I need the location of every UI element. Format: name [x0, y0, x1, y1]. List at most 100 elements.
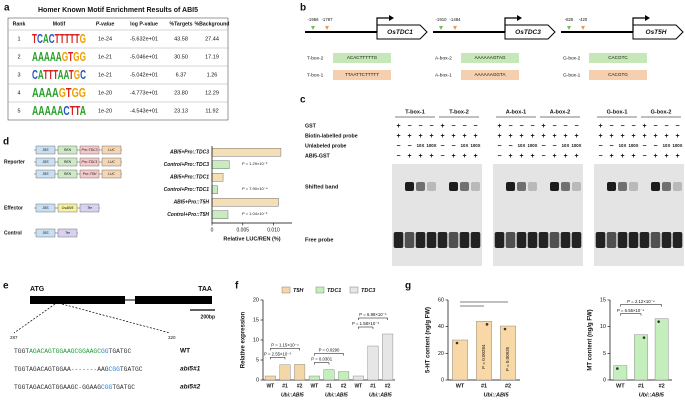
construct-part-label: 35S — [42, 148, 49, 152]
construct-part-label: OsABI5 — [62, 206, 74, 210]
construct-role: Control — [4, 230, 22, 236]
significance-bracket — [620, 304, 662, 307]
lane-sign: + — [552, 153, 556, 160]
bar — [654, 318, 669, 381]
lane-sign: + — [563, 153, 567, 160]
y-tick-label: 0 — [603, 377, 606, 383]
lane-sign: − — [407, 143, 411, 150]
free-probe-band — [549, 232, 560, 248]
construct-part-label: Ter — [65, 231, 71, 235]
free-probe-band — [437, 232, 448, 248]
x-tick-label: #1 — [370, 383, 376, 389]
table-border — [7, 17, 229, 121]
free-probe-band — [470, 232, 481, 248]
lane-sign: + — [552, 133, 556, 140]
sequence-name: abi5#2 — [180, 384, 201, 391]
site-position: 287 — [10, 335, 18, 340]
bar — [452, 339, 468, 381]
gene-name: OsT5H — [646, 29, 667, 36]
y-tick-label: 0 — [256, 377, 259, 383]
lane-sign: + — [530, 153, 534, 160]
x-tick-label: WT — [456, 383, 465, 389]
table-cell: -4.773e+01 — [130, 90, 158, 96]
construct-part-label: 35S — [42, 206, 49, 210]
lane-sign: 100X — [426, 143, 436, 148]
x-tick-label: #2 — [659, 383, 665, 389]
lane-sign: + — [407, 153, 411, 160]
construct-part — [57, 145, 78, 155]
shifted-band — [449, 182, 458, 191]
shifted-band — [506, 182, 515, 191]
site-position: 320 — [168, 335, 176, 340]
lane-sign: + — [418, 133, 422, 140]
x-tick-label: #2 — [297, 383, 303, 389]
lane-sign: 10X — [417, 143, 425, 148]
bar — [294, 364, 306, 381]
table-cell: 11.92 — [205, 108, 218, 114]
lane-sign: − — [620, 123, 624, 130]
x-tick-label: #1 — [282, 383, 288, 389]
site-position: -420 — [579, 17, 588, 22]
panel-label: b — [300, 3, 306, 14]
lane-sign: − — [598, 143, 602, 150]
y-tick-label: 40 — [438, 324, 444, 330]
box-name: T-box-1 — [307, 72, 324, 78]
box-seq: TTAATTCTTTTT — [345, 72, 379, 77]
bar — [211, 173, 224, 182]
panel-label: d — [3, 137, 9, 148]
x-tick-label: #1 — [638, 383, 644, 389]
x-tick-label: WT — [354, 383, 362, 389]
gel — [493, 164, 583, 266]
construct-part — [57, 169, 78, 179]
site-position: -1787 — [322, 17, 334, 22]
row-label: Unlabeled probe — [305, 143, 347, 149]
construct-part — [35, 145, 56, 155]
box-seq-bg — [461, 53, 519, 63]
column-header: P-value — [96, 21, 115, 27]
lane-sign: 100X — [571, 143, 581, 148]
codon-label: ATG — [30, 286, 45, 293]
construct-part-label: 35S — [42, 231, 49, 235]
shifted-band — [427, 182, 436, 191]
construct-part — [79, 169, 100, 179]
construct-role: Reporter — [4, 159, 25, 165]
lane-sign: 100X — [470, 143, 480, 148]
bar — [308, 375, 320, 381]
bar — [476, 321, 492, 381]
lane-sign: − — [609, 123, 613, 130]
p-value: P = 1.15×10⁻⁴ — [271, 343, 299, 348]
probe-name: A-box-2 — [550, 109, 570, 115]
free-probe-band — [494, 232, 505, 248]
site-position: -825 — [565, 17, 574, 22]
site-marker — [453, 26, 457, 30]
sequence-name: WT — [180, 348, 190, 355]
legend-label: TDC1 — [327, 288, 341, 294]
construct-part — [79, 145, 100, 155]
construct-part — [57, 203, 78, 213]
lane-sign: − — [609, 143, 613, 150]
lane-sign: + — [574, 153, 578, 160]
legend-swatch — [315, 286, 325, 294]
lane-sign: + — [620, 153, 624, 160]
group-label: Ubi::ABI5 — [483, 392, 509, 398]
tss-arrowhead — [517, 15, 522, 21]
x-axis-title: Relative LUC/REN (%) — [223, 236, 280, 242]
site-marker — [325, 26, 329, 30]
table-cell: 1e-21 — [98, 54, 112, 60]
y-tick-label: 10 — [600, 324, 606, 330]
lane-sign: − — [396, 153, 400, 160]
legend-swatch — [349, 286, 359, 294]
scale-label: 200bp — [201, 314, 215, 320]
construct-part — [101, 145, 122, 155]
lane-sign: + — [653, 153, 657, 160]
lane-sign: − — [653, 123, 657, 130]
row-label: ABI5-GST — [305, 153, 330, 159]
construct-part-label: LUC — [108, 160, 115, 164]
significance-bracket — [620, 313, 642, 316]
bar — [500, 325, 516, 381]
y-tick-label: 5 — [603, 351, 606, 357]
table-cell: 1e-20 — [98, 108, 112, 114]
lane-sign: 10X — [619, 143, 627, 148]
box-name: G-box-1 — [563, 72, 581, 78]
